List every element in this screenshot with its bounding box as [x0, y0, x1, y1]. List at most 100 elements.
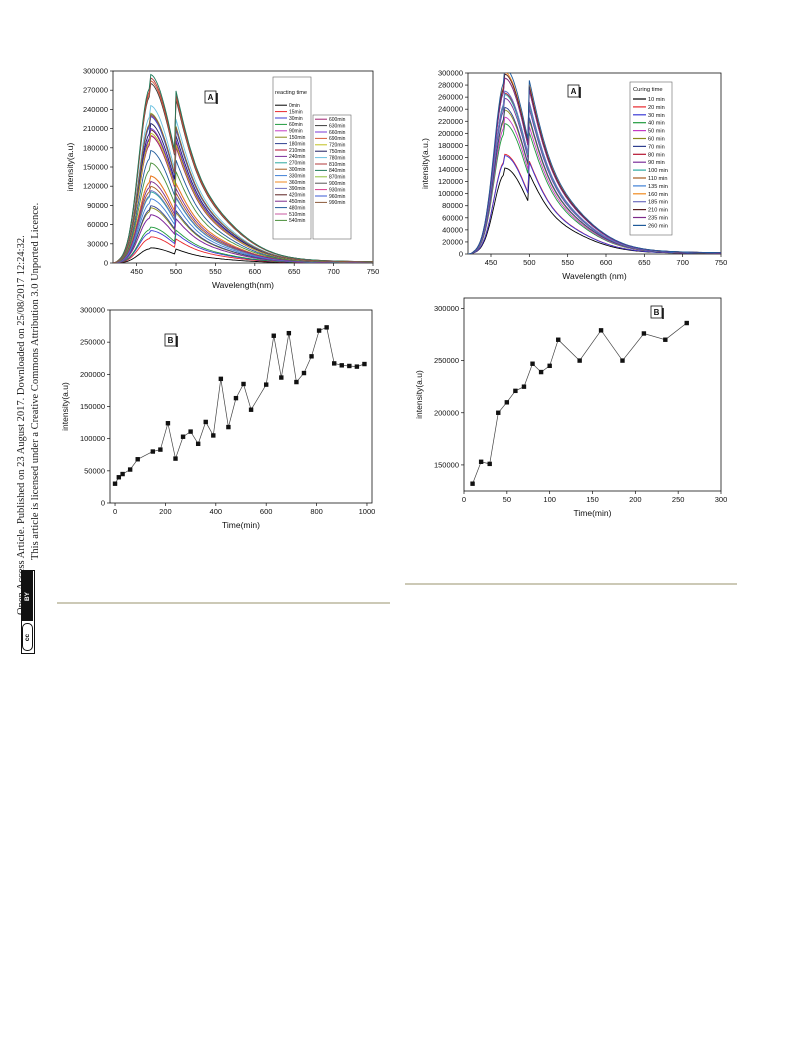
y-tick-label: 220000 [438, 117, 463, 126]
data-point [301, 370, 307, 376]
x-tick-label: 700 [676, 258, 689, 267]
y-tick-label: 210000 [83, 124, 108, 133]
data-point [332, 361, 337, 366]
data-point [173, 456, 178, 461]
chart-top-right: 450 500 550 600 650 700 750 0 20000 40000 60000 800… [420, 69, 728, 282]
y-tick-label: 80000 [442, 201, 463, 210]
data-point [233, 395, 239, 401]
y-tick-label: 150000 [83, 163, 108, 172]
series-line-990min [113, 113, 373, 263]
y-tick-label: 50000 [84, 466, 105, 475]
data-point [620, 358, 625, 363]
legend-entry: 540min [289, 218, 306, 224]
data-point [218, 376, 224, 382]
legend-entry: 30 min [648, 113, 665, 119]
y-tick-label: 90000 [87, 201, 108, 210]
x-tick-label: 600 [600, 258, 613, 267]
by-badge: BY [22, 571, 33, 621]
x-tick-label: 650 [288, 267, 301, 276]
data-point [180, 434, 186, 439]
y-tick-label: 200000 [438, 129, 463, 138]
y-tick-label: 140000 [438, 165, 463, 174]
data-point [286, 330, 292, 336]
data-point [248, 407, 254, 412]
legend-entry: 90min [289, 129, 303, 135]
data-point [309, 354, 314, 359]
legend-entry: 80 min [648, 152, 665, 158]
legend-entry: 40 min [648, 121, 665, 127]
plot-frame [467, 72, 722, 255]
data-point [120, 471, 125, 477]
legend-entry: 870min [329, 175, 346, 181]
data-point [598, 328, 604, 333]
data-point [504, 400, 510, 405]
x-tick-label: 450 [485, 258, 498, 267]
series-line-50min [468, 116, 721, 254]
y-tick-label: 120000 [438, 177, 463, 186]
legend-entry: 690min [329, 136, 346, 142]
x-tick-label: 700 [327, 267, 340, 276]
data-point [188, 429, 193, 434]
data-line [114, 326, 365, 484]
x-tick-label: 200 [159, 507, 172, 516]
legend-entry: 110 min [648, 176, 668, 182]
panel-label-box [650, 305, 663, 319]
legend-entry: 260 min [648, 223, 668, 229]
legend-entry: 235 min [648, 216, 668, 222]
y-tick-label: 260000 [438, 93, 463, 102]
x-tick-label: 600 [260, 507, 273, 516]
legend-entry: 750min [329, 149, 346, 155]
panel-label: A [571, 87, 577, 96]
y-tick-label: 0 [459, 250, 463, 259]
legend-entry: 270min [289, 161, 306, 167]
y-tick-label: 150000 [434, 460, 459, 469]
legend-entry: 600min [329, 117, 346, 123]
data-point [116, 475, 122, 480]
x-tick-label: 800 [310, 507, 323, 516]
legend-entry: 60 min [648, 137, 665, 143]
data-point [316, 328, 322, 333]
plot-frame [109, 309, 373, 504]
chart-top-left: 450 500 550 600 650 700 750 0 30000 60000 90000 120… [65, 67, 379, 291]
legend-entry: 150min [289, 135, 306, 141]
x-tick-label: 550 [209, 267, 222, 276]
legend-entry: 70 min [648, 144, 665, 150]
data-point [478, 459, 484, 464]
y-tick-label: 150000 [80, 402, 105, 411]
data-point [530, 361, 535, 366]
x-tick-label: 550 [561, 258, 574, 267]
data-point [263, 382, 269, 387]
legend-entry: 450min [289, 199, 306, 205]
chart-bottom-left: 0 200 400 600 800 1000 0 50000 100000 150000 20000… [60, 306, 375, 531]
x-tick-label: 100 [543, 495, 556, 504]
legend-entry: 160 min [648, 192, 668, 198]
y-tick-label: 180000 [438, 141, 463, 150]
data-point [547, 363, 552, 369]
series-line-70min [468, 106, 721, 254]
panel-label-box [164, 333, 177, 347]
x-tick-label: 750 [367, 267, 380, 276]
legend-entry: 90 min [648, 160, 665, 166]
data-point [577, 358, 582, 363]
series-line-40min [468, 123, 721, 254]
series-line-90min [468, 97, 721, 254]
legend-entry: 210min [289, 148, 306, 154]
y-tick-label: 300000 [434, 304, 459, 313]
x-tick-label: 750 [715, 258, 728, 267]
legend-entry: 300min [289, 167, 306, 173]
series-line-260min [468, 73, 721, 254]
data-point [150, 449, 156, 454]
legend-entry: 840min [329, 168, 346, 174]
chart-bottom-right: 0 50 100 150 200 250 300 150000 200000 250000 3000… [414, 297, 727, 518]
legend-entry: 100 min [648, 168, 668, 174]
legend-entry: 240min [289, 154, 306, 160]
panel-label: A [208, 93, 214, 102]
y-tick-label: 60000 [442, 213, 463, 222]
cc-by-logo[interactable]: BY cc [21, 570, 35, 654]
legend-entry: 390min [289, 186, 306, 192]
data-point [339, 363, 344, 368]
data-point [470, 481, 475, 486]
y-tick-label: 20000 [442, 237, 463, 246]
y-axis-label: intensity(a.u.) [420, 138, 430, 189]
